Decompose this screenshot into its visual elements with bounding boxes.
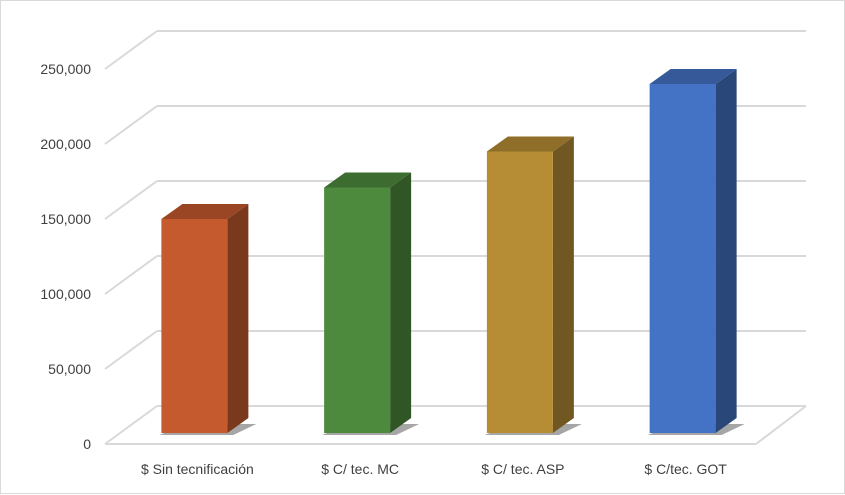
y-tick-label: 0 <box>83 436 91 452</box>
bar-side <box>715 69 737 433</box>
y-tick-label: 50,000 <box>48 361 91 377</box>
y-tick-label: 200,000 <box>40 136 91 152</box>
bar <box>486 151 553 433</box>
gridline-depth <box>104 405 158 445</box>
bar-side <box>227 204 249 433</box>
x-tick-label: $ C/tec. GOT <box>644 461 727 477</box>
x-tick-label: $ Sin tecnificación <box>141 461 254 477</box>
bar-side <box>552 136 574 433</box>
bar-top <box>649 69 737 84</box>
gridline-depth <box>104 330 158 370</box>
floor-edge-right <box>755 405 807 445</box>
y-tick-label: 150,000 <box>40 211 91 227</box>
bar <box>649 84 716 433</box>
bar-side <box>390 172 412 433</box>
gridline-depth <box>104 30 158 70</box>
bar-top <box>486 136 574 152</box>
x-tick-label: $ C/ tec. MC <box>321 461 399 477</box>
y-tick-label: 100,000 <box>40 286 91 302</box>
bar-top <box>324 172 412 188</box>
bar <box>324 187 391 433</box>
gridline-depth <box>104 255 158 295</box>
x-tick-label: $ C/ tec. ASP <box>481 461 564 477</box>
bar <box>161 219 228 433</box>
gridline-depth <box>104 105 158 145</box>
bar-top <box>161 204 249 219</box>
gridline-depth <box>104 180 158 220</box>
y-tick-label: 250,000 <box>40 61 91 77</box>
